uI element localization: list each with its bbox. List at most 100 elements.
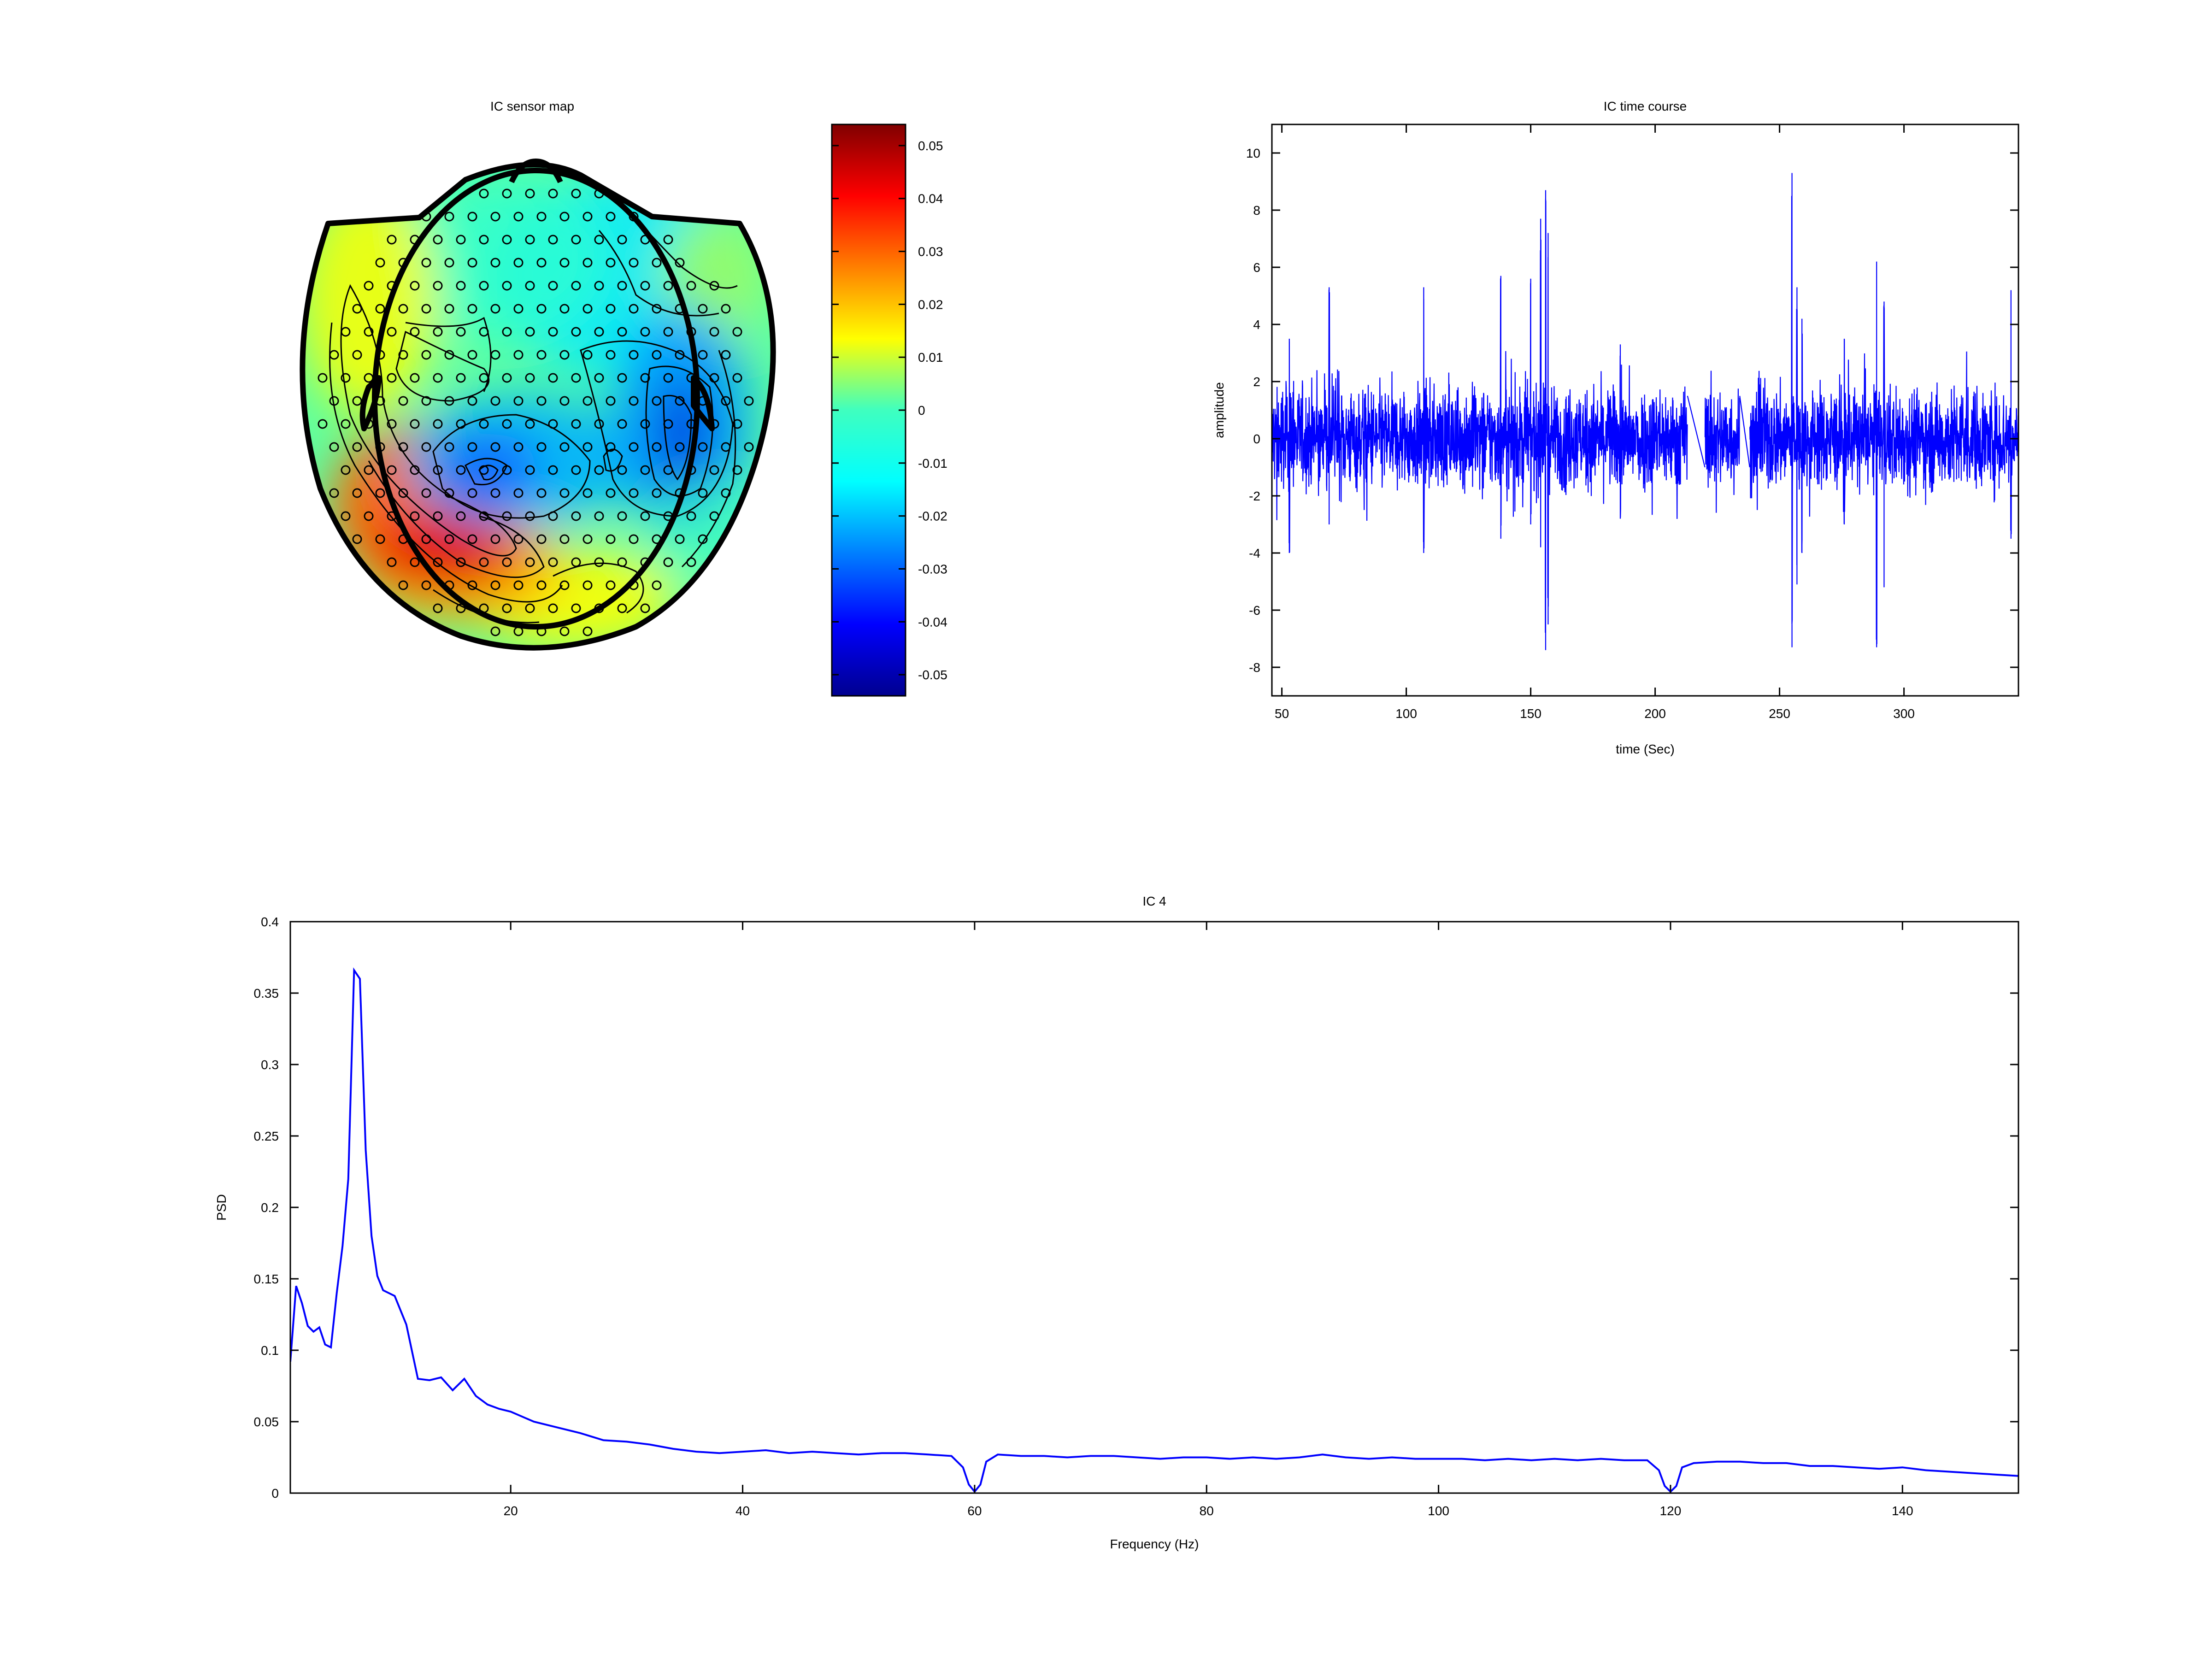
electrode-marker [663,327,673,337]
electrode-marker [721,442,731,452]
electrode-marker [536,304,547,314]
psd-xtick-label: 40 [735,1504,750,1518]
electrode-marker [456,419,466,429]
electrode-marker [559,396,570,406]
electrode-marker [421,396,431,406]
electrode-marker [559,258,570,268]
time-course-title: IC time course [1604,99,1687,113]
electrode-marker [525,419,535,429]
electrode-marker [479,557,489,567]
electrode-marker [387,327,397,337]
electrode-marker [490,350,500,360]
time-course-ylabel: amplitude [1212,382,1226,438]
psd-ylabel: PSD [214,1194,229,1221]
electrode-marker [456,281,466,291]
electrode-marker [709,465,719,475]
electrode-marker [467,304,477,314]
colorbar-tick-label: 0.03 [918,245,943,259]
nose-outline [509,159,563,183]
electrode-marker [318,373,328,383]
electrode-marker [421,580,431,590]
electrode-marker [663,419,673,429]
electrode-marker [652,580,662,590]
time-course-xtick-label: 200 [1644,706,1666,721]
electrode-marker [652,488,662,498]
colorbar-fill [831,124,906,697]
electrode-marker [536,442,547,452]
electrode-marker [686,557,696,567]
electrode-marker [640,603,650,613]
electrode-marker [341,419,351,429]
electrode-marker [594,419,604,429]
electrode-marker [525,235,535,245]
electrode-marker [698,304,708,314]
electrode-marker [502,188,512,199]
electrode-marker [398,350,408,360]
electrode-marker [433,281,443,291]
electrode-marker [502,281,512,291]
electrode-marker [421,258,431,268]
electrode-marker [410,373,420,383]
electrode-marker [536,396,547,406]
electrode-marker [606,580,616,590]
electrode-marker [571,557,581,567]
time-course-ytick-label: -8 [1249,660,1260,675]
electrode-marker [329,442,339,452]
electrode-marker [617,235,627,245]
electrode-marker [479,327,489,337]
electrode-marker [329,396,339,406]
electrode-marker [675,350,685,360]
electrode-marker [410,327,420,337]
electrode-marker [582,580,593,590]
electrode-marker [433,419,443,429]
colorbar-tick-label: -0.01 [918,456,947,471]
electrode-marker [640,465,650,475]
electrode-marker [341,511,351,521]
electrode-marker [594,557,604,567]
electrode-marker [502,235,512,245]
electrode-marker [525,373,535,383]
electrode-marker [525,281,535,291]
electrode-marker [364,327,374,337]
electrode-marker [444,350,454,360]
electrode-marker [502,419,512,429]
electrode-marker [513,304,524,314]
electrode-marker [352,350,362,360]
electrode-marker [686,281,696,291]
psd-ytick-label: 0.15 [254,1272,279,1286]
electrode-marker [479,511,489,521]
electrode-marker [329,488,339,498]
electrode-marker [467,580,477,590]
electrode-marker [582,626,593,636]
electrode-marker [721,304,731,314]
electrode-marker [513,488,524,498]
psd-title: IC 4 [1142,894,1166,908]
electrode-marker [617,373,627,383]
electrode-marker [387,373,397,383]
colorbar-tick-label: 0.05 [918,139,943,153]
psd-ytick-label: 0.2 [261,1200,279,1215]
electrode-marker [490,534,500,544]
electrode-marker [513,580,524,590]
electrode-marker [640,511,650,521]
electrode-marker [548,281,558,291]
electrode-marker [606,488,616,498]
electrode-marker [387,235,397,245]
psd-ytick-label: 0.35 [254,986,279,1000]
electrode-marker [594,373,604,383]
electrode-marker [421,304,431,314]
psd-panel: IC 4 20 40 60 80 100 120 140 0 0.05 0.1 0.15 0.2 0.2… [214,894,2019,1551]
electrode-marker [548,557,558,567]
electrode-marker [375,488,385,498]
electrode-marker [318,419,328,429]
electrode-marker [629,350,639,360]
electrode-marker [629,396,639,406]
colorbar-tick-label: 0.01 [918,350,943,365]
electrode-marker [559,350,570,360]
electrode-marker [398,580,408,590]
time-course-ytick-label: 10 [1246,146,1260,160]
electrode-marker [663,235,673,245]
electrode-marker [548,373,558,383]
psd-xtick-label: 60 [967,1504,982,1518]
electrode-marker [421,350,431,360]
